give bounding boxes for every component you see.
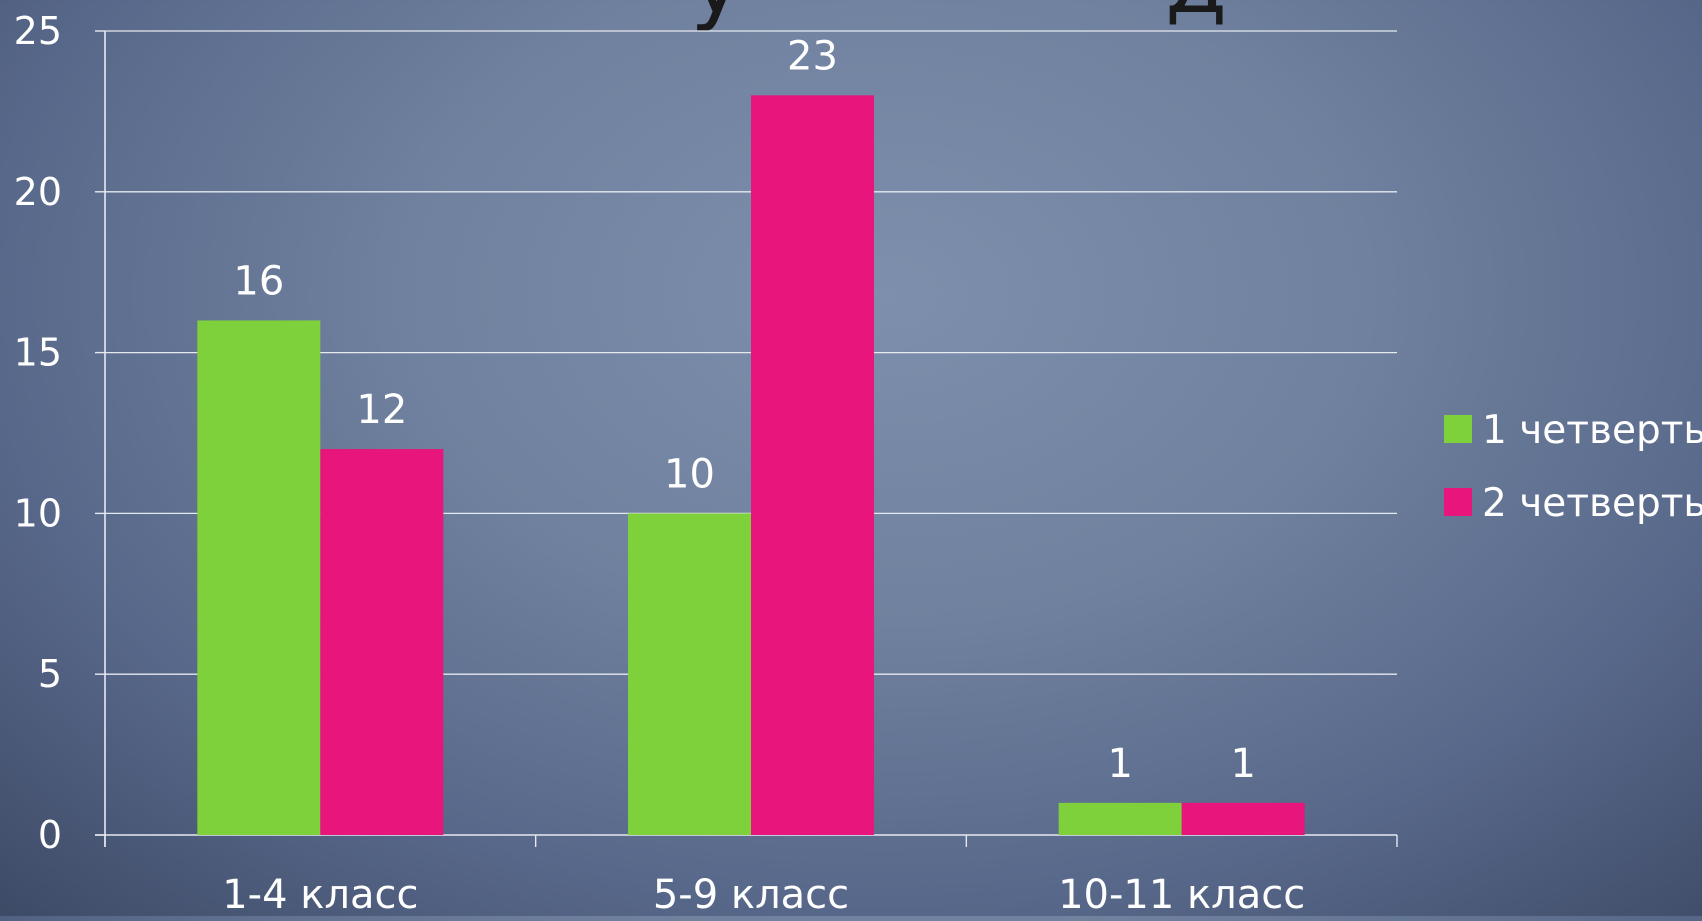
data-label: 10 (664, 451, 715, 497)
data-label: 12 (356, 387, 407, 433)
bar-1-2 (628, 513, 751, 835)
bars (197, 95, 1305, 835)
legend-label-1: 1 четверть (1482, 408, 1702, 453)
bar-2-2 (751, 95, 874, 835)
y-tick-label: 0 (38, 813, 62, 857)
bar-2-1 (320, 449, 444, 835)
data-label: 1 (1107, 741, 1132, 787)
data-label: 1 (1230, 741, 1255, 787)
bar-1-1 (197, 320, 321, 835)
x-axis-category-labels: 1-4 класс 5-9 класс 10-11 класс (222, 872, 1305, 918)
title-fragment-2: д (1165, 0, 1227, 34)
cropped-title-fragment: у д (690, 0, 1227, 34)
title-fragment-1: у (690, 0, 743, 34)
x-category-label: 5-9 класс (653, 872, 849, 916)
bar-1-3 (1058, 802, 1182, 835)
x-category-label: 1-4 класс (222, 872, 418, 916)
legend-label-2: 2 четверть (1482, 481, 1702, 526)
legend-swatch-2 (1444, 488, 1472, 516)
data-label: 16 (233, 258, 284, 304)
y-tick-label: 5 (38, 652, 62, 696)
y-tick-label: 25 (14, 9, 62, 53)
y-tick-label: 20 (14, 170, 62, 214)
data-label: 23 (787, 33, 838, 79)
y-axis-tick-labels: 0 5 10 15 20 25 (14, 9, 62, 857)
y-tick-label: 10 (14, 491, 62, 535)
y-tick-label: 15 (14, 331, 62, 375)
x-category-label: 10-11 класс (1058, 872, 1305, 916)
bar-2-3 (1181, 802, 1305, 835)
legend: 1 четверть 2 четверть (1444, 408, 1702, 526)
data-labels: 16 12 10 23 1 1 (233, 33, 1256, 787)
legend-swatch-1 (1444, 415, 1472, 443)
